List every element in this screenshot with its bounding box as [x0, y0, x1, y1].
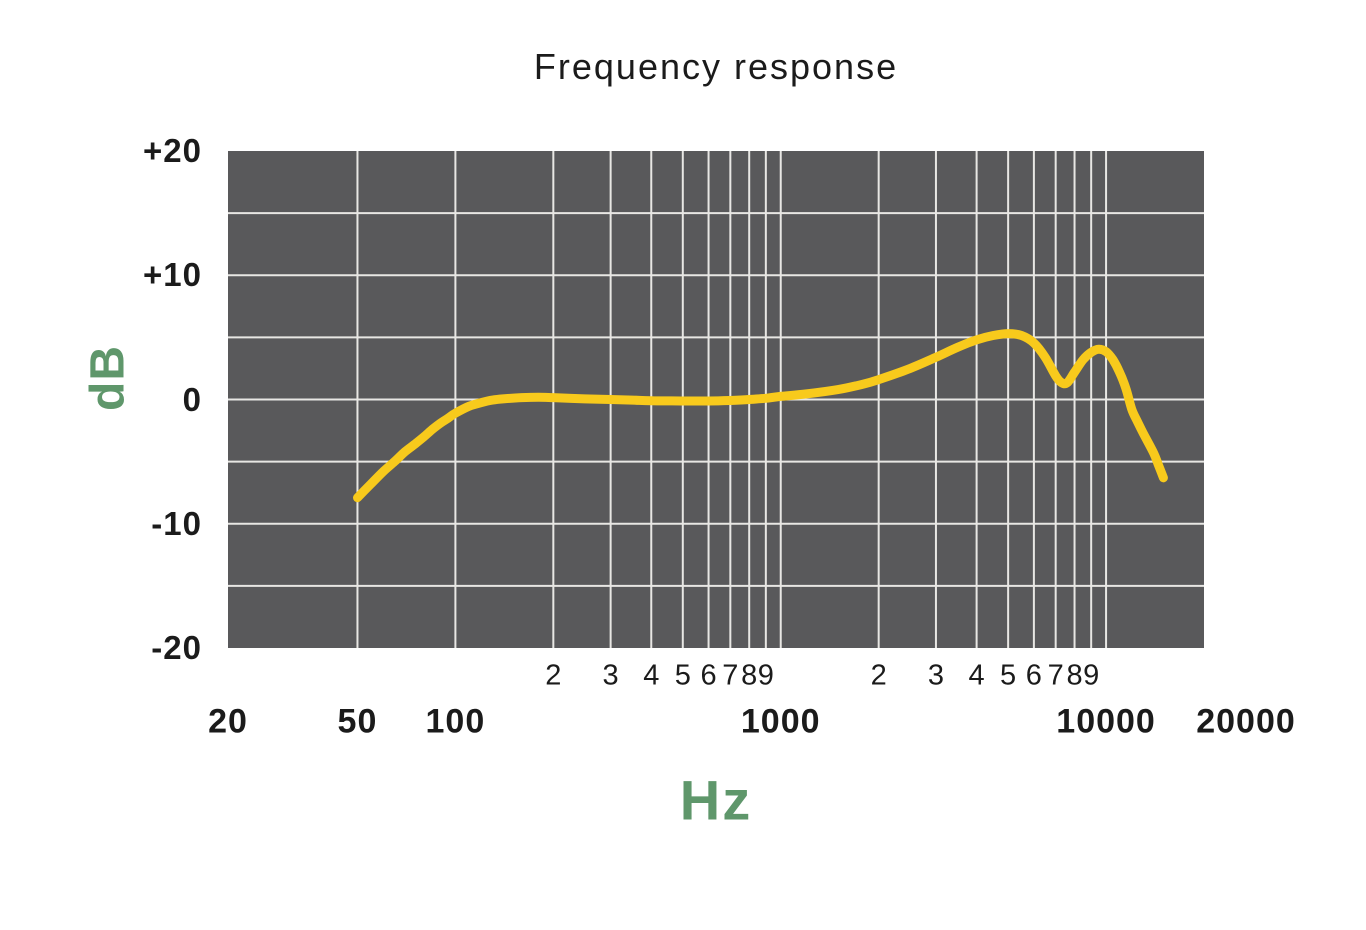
x-tick-label: 1000: [740, 702, 821, 741]
x-minor-tick-label: 6: [1025, 659, 1042, 692]
x-minor-tick-label: 9: [757, 659, 774, 692]
y-tick-label: +20: [143, 132, 202, 169]
x-minor-tick-label: 4: [968, 659, 985, 692]
x-tick-label: 20000: [1196, 702, 1296, 741]
x-tick-label: 100: [425, 702, 486, 741]
x-tick-label: 20: [208, 702, 248, 741]
x-minor-tick-label: 4: [643, 659, 660, 692]
x-minor-tick-label: 7: [1047, 659, 1064, 692]
x-minor-tick-label: 8: [1066, 659, 1083, 692]
x-tick-label: 50: [337, 702, 378, 741]
x-minor-tick-label: 8: [741, 659, 758, 692]
response-curve: [353, 329, 1168, 503]
x-minor-tick-label: 9: [1083, 659, 1100, 692]
y-tick-label: +10: [143, 256, 202, 294]
x-minor-tick-label: 5: [1000, 659, 1017, 692]
x-minor-tick-label: 7: [722, 659, 739, 692]
x-minor-tick-label: 3: [927, 659, 945, 692]
x-minor-tick-label: 3: [602, 659, 619, 692]
x-axis-unit-label: Hz: [679, 768, 753, 832]
x-tick-label: 10000: [1056, 702, 1156, 741]
y-tick-label: 0: [182, 380, 202, 418]
x-minor-tick-label: 5: [674, 659, 691, 692]
y-tick-label: -20: [151, 629, 202, 666]
x-minor-tick-label: 2: [545, 659, 562, 692]
y-tick-label: -10: [151, 504, 202, 542]
x-minor-tick-label: 2: [870, 659, 887, 692]
chart-title: Frequency response: [533, 46, 899, 87]
x-minor-tick-label: 6: [700, 659, 717, 692]
